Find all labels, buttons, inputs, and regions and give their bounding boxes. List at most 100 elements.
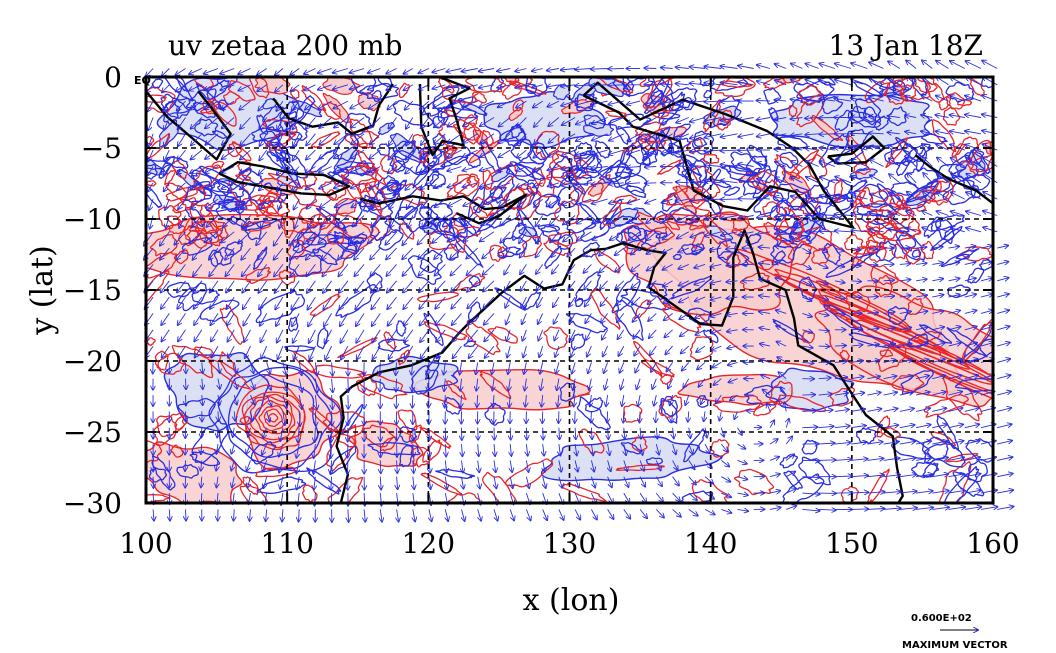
wind-vector bbox=[259, 182, 268, 191]
wind-vector bbox=[228, 329, 235, 342]
positive-vorticity-contour bbox=[870, 264, 900, 286]
wind-vector bbox=[201, 476, 202, 488]
wind-vector bbox=[380, 460, 381, 473]
wind-vector bbox=[258, 264, 268, 276]
wind-vector bbox=[206, 215, 219, 227]
wind-vector bbox=[205, 117, 219, 129]
positive-vorticity-contour bbox=[926, 82, 945, 103]
wind-vector bbox=[899, 508, 917, 510]
wind-vector bbox=[164, 133, 170, 147]
negative-vorticity-contour bbox=[627, 225, 642, 241]
wind-vector bbox=[176, 247, 186, 260]
wind-vector bbox=[177, 182, 186, 191]
wind-vector bbox=[290, 68, 300, 76]
negative-vorticity-contour bbox=[783, 470, 803, 490]
wind-vector bbox=[205, 149, 219, 159]
wind-vector bbox=[266, 509, 267, 521]
negative-vorticity-contour bbox=[806, 217, 824, 243]
positive-vorticity-contour bbox=[549, 153, 578, 185]
negative-vorticity-contour bbox=[215, 198, 241, 225]
wind-vector bbox=[251, 362, 254, 373]
negative-vorticity-contour bbox=[424, 355, 441, 381]
vortex-contour bbox=[263, 408, 283, 428]
wind-vector bbox=[223, 215, 235, 227]
wind-vector bbox=[997, 278, 1008, 281]
negative-vorticity-contour bbox=[703, 90, 713, 99]
wind-vector bbox=[526, 427, 527, 440]
y-tick-label: 0 bbox=[104, 61, 122, 94]
wind-vector bbox=[869, 62, 884, 69]
negative-vorticity-contour bbox=[802, 197, 827, 231]
wind-vector bbox=[932, 507, 949, 509]
positive-vorticity-contour bbox=[796, 93, 825, 128]
wind-vector bbox=[163, 166, 170, 176]
equator-label: EQ bbox=[134, 74, 151, 87]
wind-vector bbox=[234, 394, 237, 405]
negative-vorticity-contour bbox=[878, 77, 917, 95]
negative-vorticity-contour bbox=[335, 132, 359, 162]
wind-vector bbox=[432, 68, 446, 73]
negative-vorticity-contour bbox=[620, 441, 642, 455]
negative-vorticity-contour bbox=[745, 233, 762, 247]
wind-vector bbox=[146, 68, 154, 77]
negative-vorticity-contour bbox=[448, 216, 468, 239]
negative-vorticity-contour bbox=[279, 151, 291, 164]
negative-vorticity-contour bbox=[206, 200, 246, 212]
negative-vorticity-contour bbox=[834, 109, 854, 132]
wind-vector bbox=[262, 443, 268, 455]
negative-vorticity-contour bbox=[702, 329, 719, 344]
wind-vector bbox=[478, 509, 481, 520]
positive-vorticity-contour bbox=[774, 154, 801, 180]
wind-vector bbox=[347, 460, 348, 473]
vortex-contour bbox=[254, 399, 293, 435]
positive-vorticity-contour bbox=[692, 165, 721, 199]
positive-vorticity-contour bbox=[664, 215, 681, 231]
vortex-contour bbox=[249, 396, 296, 441]
negative-vorticity-contour bbox=[822, 242, 841, 265]
negative-vorticity-contour bbox=[670, 275, 713, 300]
negative-vorticity-contour bbox=[652, 210, 667, 225]
time-label: 13 Jan 18Z bbox=[829, 29, 983, 62]
negative-vorticity-contour bbox=[823, 304, 864, 332]
wind-vector bbox=[160, 247, 170, 260]
wind-vector bbox=[558, 509, 564, 520]
negative-vorticity-contour bbox=[900, 369, 934, 395]
negative-vorticity-contour bbox=[645, 457, 664, 466]
negative-vorticity-contour bbox=[970, 184, 981, 199]
wind-vector bbox=[819, 134, 835, 135]
positive-vorticity-contour bbox=[501, 81, 523, 100]
negative-vorticity-contour bbox=[968, 147, 985, 165]
positive-vorticity-contour bbox=[215, 225, 229, 240]
wind-vector bbox=[543, 427, 544, 440]
wind-vector bbox=[561, 69, 576, 71]
wind-vector bbox=[241, 247, 251, 260]
negative-vorticity-contour bbox=[443, 396, 462, 415]
wind-vector bbox=[220, 84, 235, 90]
vortex-contour bbox=[268, 412, 279, 423]
wind-vector bbox=[204, 84, 219, 90]
wind-vector bbox=[805, 64, 819, 69]
wind-vector bbox=[721, 509, 731, 513]
wind-vector bbox=[429, 395, 430, 407]
wind-vector bbox=[221, 231, 235, 243]
wind-vector bbox=[260, 329, 268, 343]
negative-vorticity-contour bbox=[923, 216, 944, 239]
negative-vorticity-contour bbox=[599, 198, 623, 230]
wind-vector bbox=[380, 509, 382, 521]
x-tick-label: 110 bbox=[260, 527, 313, 560]
wind-vector bbox=[661, 68, 673, 69]
positive-vorticity-contour bbox=[637, 226, 676, 250]
wind-vector bbox=[178, 133, 186, 146]
wind-vector bbox=[240, 117, 251, 129]
positive-vorticity-contour bbox=[602, 205, 623, 226]
negative-vorticity-contour bbox=[620, 225, 648, 245]
positive-vorticity-contour bbox=[732, 215, 751, 231]
positive-vorticity-contour bbox=[479, 370, 512, 400]
wind-vector bbox=[278, 133, 284, 147]
wind-vector bbox=[542, 509, 548, 520]
positive-vorticity-contour bbox=[235, 173, 252, 182]
wind-vector bbox=[161, 296, 170, 309]
wind-vector bbox=[189, 68, 202, 75]
negative-vorticity-contour bbox=[423, 312, 444, 347]
negative-vorticity-contour bbox=[801, 439, 818, 455]
